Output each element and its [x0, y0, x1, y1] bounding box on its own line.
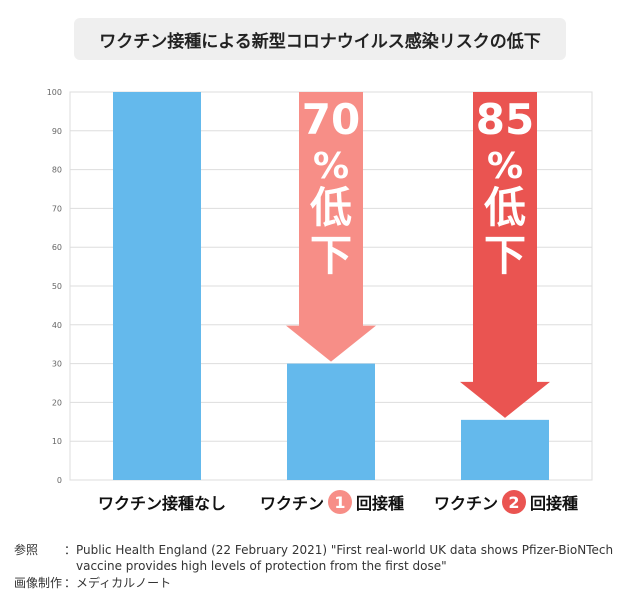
reduction-label: 低: [484, 183, 526, 232]
source-reference-cont: vaccine provides high levels of protecti…: [0, 558, 640, 578]
reduction-arrow: [286, 92, 376, 362]
category-label-no-vaccine: ワクチン接種なし: [62, 488, 262, 516]
reduction-label: 70: [302, 95, 360, 144]
reduction-arrow: [460, 92, 550, 418]
y-tick-label: 50: [52, 282, 62, 291]
source-line-2: vaccine provides high levels of protecti…: [76, 559, 447, 573]
reduction-label: 下: [310, 231, 352, 280]
source-line-1: Public Health England (22 February 2021)…: [76, 543, 614, 557]
y-tick-label: 20: [52, 398, 62, 407]
y-tick-label: 10: [52, 437, 62, 446]
chart-title-box: ワクチン接種による新型コロナウイルス感染リスクの低下: [74, 18, 566, 60]
reduction-label: 85: [476, 95, 534, 144]
y-tick-label: 60: [52, 243, 62, 252]
reduction-label: %: [487, 146, 523, 187]
source-colon: ：: [64, 543, 77, 557]
dose-number-badge-2: 2: [502, 490, 526, 514]
category-label-text: ワクチン: [259, 494, 324, 513]
reduction-label: %: [313, 146, 349, 187]
y-tick-label: 80: [52, 166, 62, 175]
y-tick-label: 90: [52, 127, 62, 136]
category-label-text: ワクチン接種なし: [97, 494, 226, 513]
y-tick-label: 100: [47, 88, 62, 97]
y-tick-label: 70: [52, 204, 62, 213]
chart-title: ワクチン接種による新型コロナウイルス感染リスクの低下: [99, 31, 541, 52]
bar: [461, 419, 549, 480]
category-label-suffix: 回接種: [356, 494, 405, 513]
source-key: 参照: [14, 543, 39, 557]
credit-key: 画像制作: [14, 576, 63, 590]
category-label-one-dose: ワクチン 1 回接種: [232, 488, 432, 516]
category-label-suffix: 回接種: [530, 494, 579, 513]
credit-value: メディカルノート: [76, 576, 172, 590]
bar: [113, 92, 201, 480]
credit-colon: ：: [64, 576, 77, 590]
dose-number-badge-1: 1: [328, 490, 352, 514]
y-tick-label: 0: [57, 476, 62, 485]
y-tick-label: 40: [52, 321, 62, 330]
reduction-label: 下: [484, 231, 526, 280]
bar: [287, 363, 375, 480]
y-tick-label: 30: [52, 360, 62, 369]
source-reference: 参照 ： Public Health England (22 February …: [0, 542, 640, 562]
reduction-label: 低: [310, 183, 352, 232]
image-credit: 画像制作 ： メディカルノート: [0, 575, 640, 595]
category-label-two-doses: ワクチン 2 回接種: [406, 488, 606, 516]
category-label-text: ワクチン: [433, 494, 498, 513]
